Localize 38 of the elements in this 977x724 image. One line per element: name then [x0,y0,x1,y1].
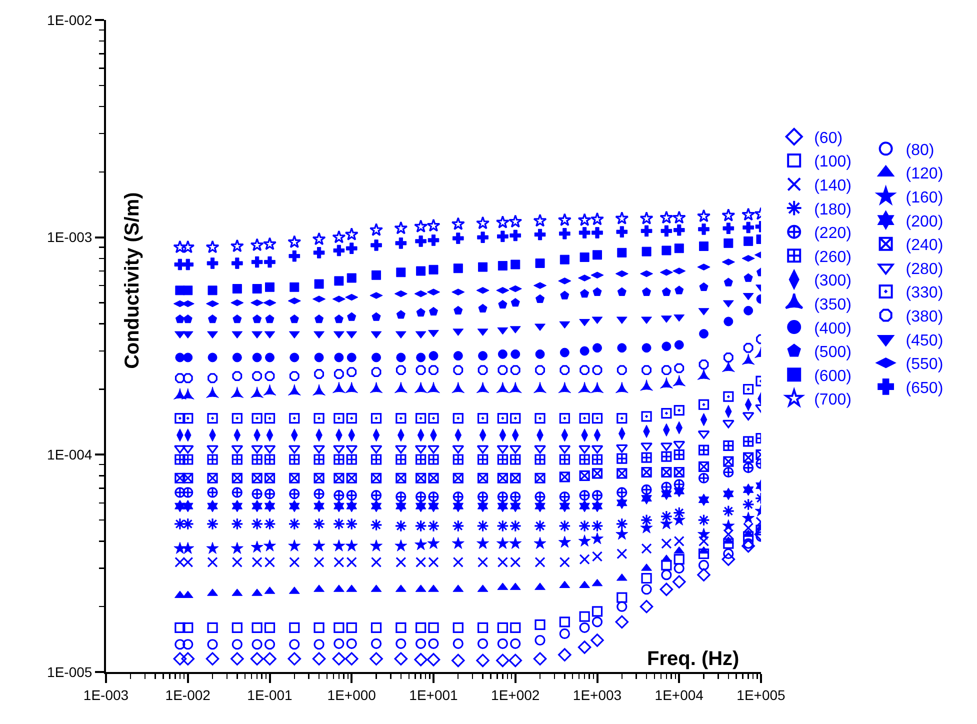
legend-label: (160) [906,190,944,206]
legend-label: (220) [814,225,852,242]
legend-label: (100) [814,154,852,171]
x-axis-title: Freq. (Hz) [647,648,740,670]
legend-label: (500) [814,344,852,362]
y-tick-label: 1E-004 [47,446,92,463]
legend-label: (300) [814,272,852,290]
legend-label: (280) [906,260,944,278]
x-tick-label: 1E-002 [165,686,211,703]
y-tick-label: 1E-003 [47,229,92,246]
legend-label: (120) [906,166,944,183]
x-tick-label: 1E-001 [247,686,293,703]
legend-label: (550) [906,356,944,374]
x-tick-label: 1E+005 [736,686,786,703]
x-tick-label: 1E-003 [83,686,129,703]
legend-label: (240) [906,237,944,254]
legend-label: (650) [906,380,944,397]
legend-label: (80) [906,142,934,159]
legend-label: (60) [814,130,843,147]
y-tick-label: 1E-002 [47,12,92,28]
legend-label: (600) [814,368,852,385]
legend-label: (380) [906,308,944,326]
legend-label: (180) [814,201,852,218]
legend-label: (200) [906,213,944,230]
legend-label: (400) [814,320,852,338]
legend-label: (450) [906,332,944,350]
x-tick-label: 1E+001 [409,686,458,703]
x-tick-label: 1E+003 [572,686,622,703]
legend-label: (140) [814,178,852,194]
y-axis-title: Conductivity (S/m) [121,192,144,369]
legend-label: (260) [814,248,852,266]
x-tick-label: 1E+002 [491,686,540,703]
legend-label: (700) [814,392,852,409]
legend-label: (350) [814,296,852,314]
legend-label: (330) [906,284,944,302]
y-tick-label: 1E-005 [47,664,92,680]
x-tick-label: 1E+004 [654,686,704,703]
x-tick-label: 1E+000 [327,686,376,703]
